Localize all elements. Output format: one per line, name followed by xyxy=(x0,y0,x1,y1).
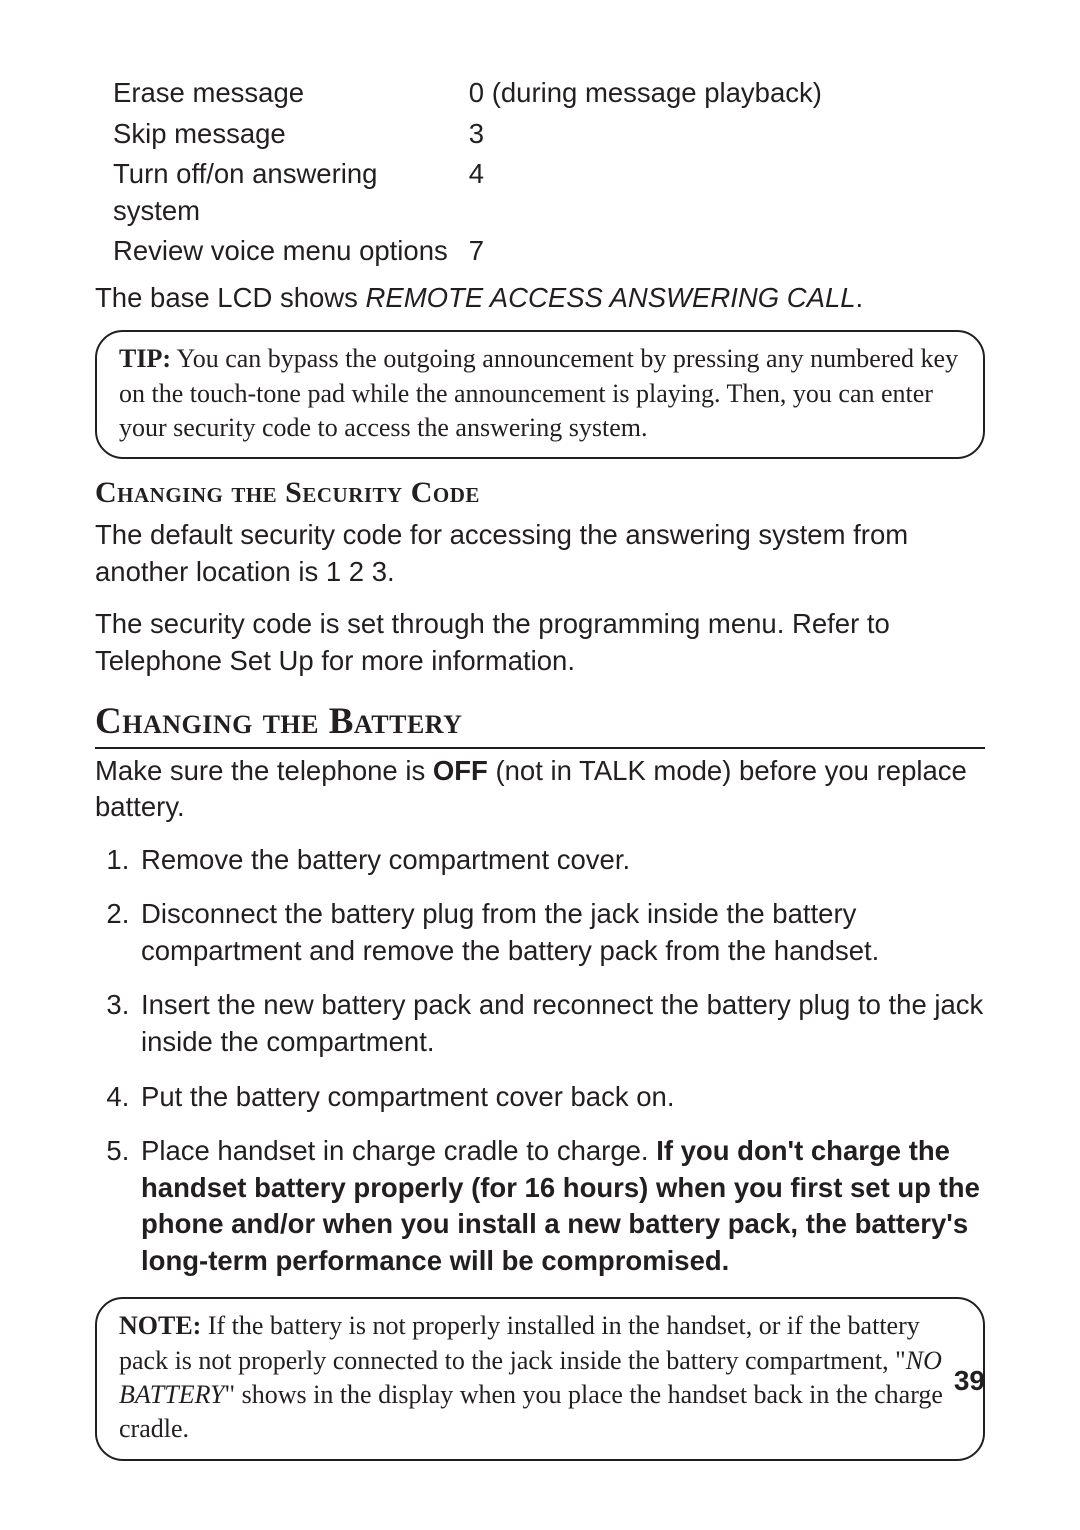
list-item: Insert the new battery pack and reconnec… xyxy=(137,987,985,1060)
page-number: 39 xyxy=(954,1362,985,1399)
list-item: Put the battery compartment cover back o… xyxy=(137,1079,985,1116)
command-key: 0 (during message playback) xyxy=(469,75,985,116)
battery-steps-list: Remove the battery compartment cover. Di… xyxy=(95,842,985,1280)
lcd-suffix: . xyxy=(856,282,864,313)
command-label: Turn off/on answering system xyxy=(95,156,469,233)
command-key: 4 xyxy=(469,156,985,233)
battery-intro-a: Make sure the telephone is xyxy=(95,755,433,786)
note-label: NOTE: xyxy=(119,1311,201,1340)
note-text-c: " shows in the display when you place th… xyxy=(119,1380,943,1443)
battery-intro-bold: OFF xyxy=(433,755,488,786)
battery-intro: Make sure the telephone is OFF (not in T… xyxy=(95,753,985,826)
table-row: Erase message 0 (during message playback… xyxy=(95,75,985,116)
tip-label: TIP: xyxy=(119,344,171,373)
changing-battery-heading: Changing the Battery xyxy=(95,697,985,748)
lcd-prefix: The base LCD shows xyxy=(95,282,366,313)
tip-callout: TIP: You can bypass the outgoing announc… xyxy=(95,330,985,459)
command-label: Review voice menu options xyxy=(95,233,469,274)
note-callout: NOTE: If the battery is not properly ins… xyxy=(95,1297,985,1460)
security-code-p1: The default security code for accessing … xyxy=(95,517,985,590)
note-text-a: If the battery is not properly installed… xyxy=(119,1311,920,1374)
table-row: Review voice menu options 7 xyxy=(95,233,985,274)
list-item: Remove the battery compartment cover. xyxy=(137,842,985,879)
security-code-heading: Changing the Security Code xyxy=(95,473,985,513)
command-label: Skip message xyxy=(95,116,469,157)
list-item: Place handset in charge cradle to charge… xyxy=(137,1133,985,1279)
security-code-p2: The security code is set through the pro… xyxy=(95,606,985,679)
remote-commands-table: Erase message 0 (during message playback… xyxy=(95,75,985,274)
table-row: Skip message 3 xyxy=(95,116,985,157)
lcd-status-line: The base LCD shows REMOTE ACCESS ANSWERI… xyxy=(95,280,985,317)
lcd-status-text: REMOTE ACCESS ANSWERING CALL xyxy=(366,282,856,313)
list-item: Disconnect the battery plug from the jac… xyxy=(137,896,985,969)
step5-a: Place handset in charge cradle to charge… xyxy=(141,1135,656,1166)
manual-page: Erase message 0 (during message playback… xyxy=(0,0,1080,1530)
command-key: 3 xyxy=(469,116,985,157)
command-key: 7 xyxy=(469,233,985,274)
table-row: Turn off/on answering system 4 xyxy=(95,156,985,233)
tip-text: You can bypass the outgoing announcement… xyxy=(119,344,958,442)
command-label: Erase message xyxy=(95,75,469,116)
